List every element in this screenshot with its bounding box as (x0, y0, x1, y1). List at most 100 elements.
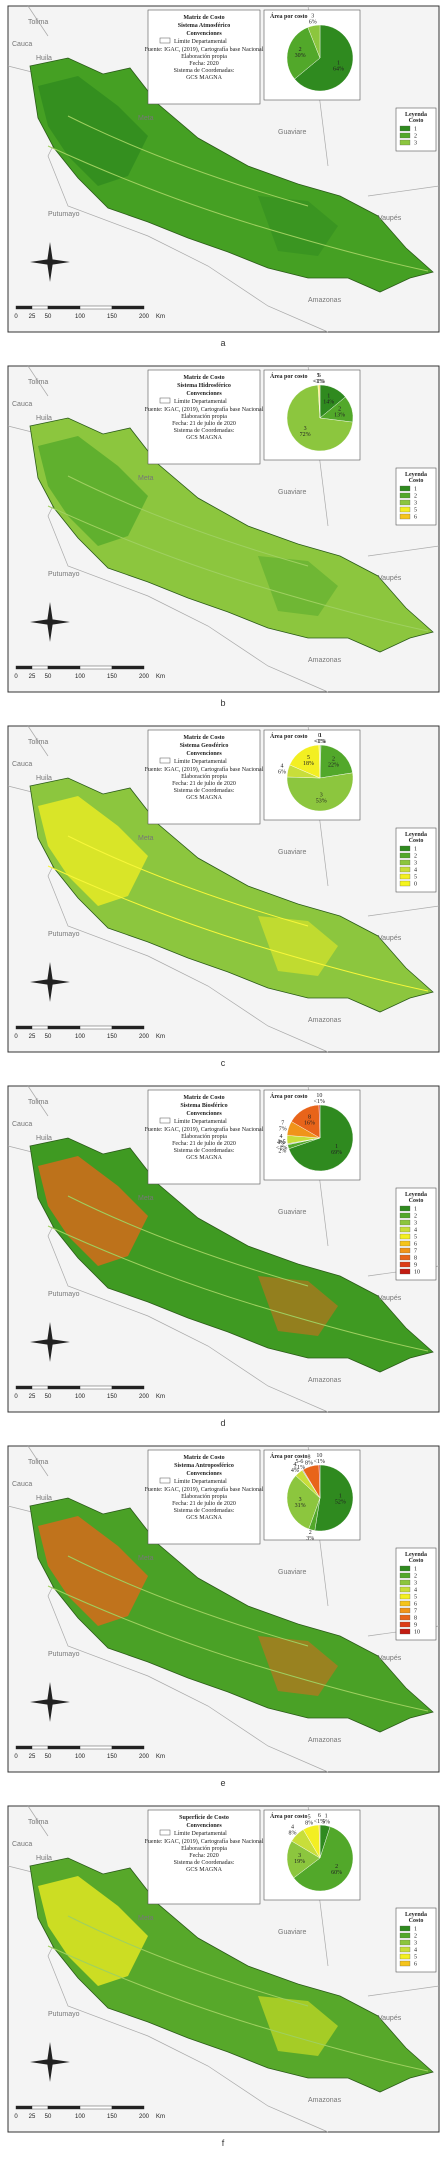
scale-label: 200 (139, 1394, 150, 1400)
legend-label: 0 (414, 882, 417, 888)
pie-slice-value: 13% (334, 412, 345, 418)
title-box-frame (147, 9, 261, 105)
panel-caption: f (222, 2138, 225, 2148)
scale-label: 50 (45, 674, 52, 680)
pie-slice-value: 18% (303, 761, 314, 767)
pie-slice-label: 1 (319, 733, 322, 739)
scale-segment (15, 665, 33, 670)
scale-label: 50 (45, 1754, 52, 1760)
legend-label: 5 (414, 1955, 417, 1961)
legend-swatch (399, 1614, 411, 1621)
scale-segment (31, 1025, 49, 1030)
river (47, 1555, 429, 1712)
legend-title: Costo (409, 1198, 424, 1204)
title-line: Convenciones (186, 751, 222, 757)
cost-patch (258, 916, 338, 976)
source-line: Fuente: IGAC, (2019), Cartografía base N… (145, 46, 264, 53)
scale-label: 0 (14, 2114, 18, 2120)
scale-label: 100 (75, 1034, 86, 1040)
legend-title: Leyenda (405, 1192, 427, 1198)
scale-label: 0 (14, 1394, 18, 1400)
legend-label: 5 (414, 508, 417, 514)
pie-slice (318, 1104, 321, 1139)
title-line: Convenciones (186, 391, 222, 397)
north-arrow (30, 602, 70, 642)
pie-slice-label: 3 (299, 1497, 302, 1503)
pie-slice-value: 14% (323, 399, 334, 405)
place-label: Guaviare (278, 129, 307, 136)
scale-label: 100 (75, 1394, 86, 1400)
legend-label: 1 (414, 1567, 417, 1573)
place-label: Tolima (28, 1459, 48, 1466)
pie-box: Área por costo 15%260%319%48%58%6<1% (263, 1809, 361, 1901)
scale-label: 150 (107, 1754, 118, 1760)
scale-segment (31, 2105, 49, 2110)
boundary-label: Límite Departamental (174, 759, 227, 765)
scale-segment (111, 1385, 145, 1390)
scale-label: Km (156, 314, 165, 320)
pie-slice-value: <1% (312, 379, 323, 385)
scale-segment (31, 1745, 49, 1750)
source-line: Elaboración propia (181, 1134, 227, 1140)
pie-slice-value: 6% (309, 20, 317, 26)
pie-slice-label: 3-5 (278, 1139, 286, 1145)
north-arrow (30, 242, 70, 282)
legend-swatch (399, 1925, 411, 1932)
place-label: Meta (138, 835, 154, 842)
legend-label: 8 (414, 1616, 417, 1622)
pie-slice-label: 1 (325, 1813, 328, 1819)
place-label: Huila (36, 1135, 52, 1142)
place-label: Guaviare (278, 1929, 307, 1936)
legend-swatch (399, 1953, 411, 1960)
scale-label: 200 (139, 314, 150, 320)
pie-slice-value: 8% (305, 1821, 313, 1827)
cost-patch (38, 436, 148, 546)
pie-slice-value: <1% (314, 1099, 325, 1105)
scale-segment (47, 1745, 81, 1750)
legend-title: Costo (409, 118, 424, 124)
pie-slice-value: 8% (289, 1830, 297, 1836)
legend-label: 3 (414, 501, 417, 507)
legend-label: 1 (414, 127, 417, 133)
place-label: Amazonas (308, 1017, 342, 1024)
pie-slice-label: 4 (280, 1134, 283, 1140)
scale-label: 200 (139, 674, 150, 680)
scale-label: 100 (75, 2114, 86, 2120)
legend-swatch (399, 866, 411, 873)
place-label: Meta (138, 475, 154, 482)
legend-swatch (399, 1960, 411, 1967)
pie-slice-value: <1% (314, 739, 325, 745)
place-label: Guaviare (278, 1209, 307, 1216)
place-label: Guaviare (278, 849, 307, 856)
place-label: Huila (36, 1855, 52, 1862)
legend-swatch (399, 1212, 411, 1219)
place-label: Meta (138, 1915, 154, 1922)
legend-swatch (399, 499, 411, 506)
title-box-frame (147, 1809, 261, 1905)
scale-label: 50 (45, 2114, 52, 2120)
source-line: Fuente: IGAC, (2019), Cartografía base N… (145, 1486, 264, 1493)
pie-slice-value: 72% (300, 432, 311, 438)
pie-slice-value: 22% (328, 763, 339, 769)
place-label: Tolima (28, 1099, 48, 1106)
scale-label: 50 (45, 1394, 52, 1400)
title-box: Matriz de Costo Sistema Hidrosférico Conve… (145, 369, 264, 465)
legend-label: 5 (414, 875, 417, 881)
panel-caption: d (220, 1418, 225, 1428)
scale-segment (79, 305, 113, 310)
pie-slice (319, 744, 353, 779)
place-label: Guaviare (278, 489, 307, 496)
source-line: GCS MAGNA (186, 1155, 223, 1161)
legend-label: 8 (414, 1256, 417, 1262)
scale-label: 150 (107, 1034, 118, 1040)
source-line: Fuente: IGAC, (2019), Cartografía base N… (145, 766, 264, 773)
scale-segment (31, 665, 49, 670)
place-label: Cauca (12, 41, 32, 48)
place-label: Huila (36, 415, 52, 422)
legend-label: 10 (414, 1270, 420, 1276)
legend-swatch (399, 1565, 411, 1572)
boundary-swatch (159, 37, 171, 44)
title-line: Convenciones (186, 1823, 222, 1829)
legend-swatch (399, 125, 411, 132)
